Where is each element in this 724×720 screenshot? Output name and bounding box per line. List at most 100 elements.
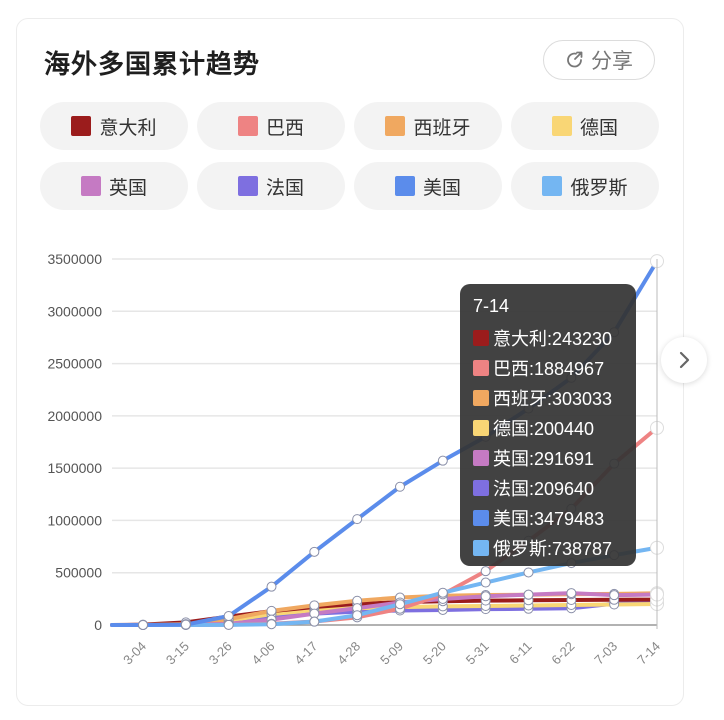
tooltip-row: 俄罗斯:738787 (473, 533, 636, 563)
data-point[interactable] (352, 514, 363, 525)
data-point[interactable] (395, 481, 405, 492)
data-point[interactable] (266, 581, 277, 592)
y-tick-label: 1500000 (47, 460, 102, 476)
tooltip-value: 巴西:1884967 (493, 359, 605, 379)
share-button[interactable]: 分享 (543, 40, 655, 80)
legend-label: 法国 (265, 176, 304, 199)
tooltip-swatch (473, 510, 489, 526)
y-tick-label: 3500000 (47, 251, 102, 267)
legend-label: 巴西 (265, 116, 304, 139)
tooltip-swatch (473, 330, 489, 346)
legend-item-russia[interactable]: 俄罗斯 (511, 162, 659, 210)
y-tick-label: 3000000 (47, 303, 102, 319)
legend-item-uk[interactable]: 英国 (40, 162, 188, 210)
data-point[interactable] (480, 577, 491, 588)
page-title: 海外多国累计趋势 (44, 50, 261, 80)
x-tick-label: 3-04 (120, 639, 149, 668)
tooltip-swatch (473, 540, 489, 556)
legend-swatch (80, 176, 101, 196)
x-tick-label: 7-14 (634, 639, 663, 668)
tooltip-value: 西班牙:303033 (493, 389, 613, 409)
x-tick-label: 4-28 (334, 639, 363, 668)
x-tick-label: 5-20 (420, 639, 449, 668)
data-point[interactable] (437, 455, 448, 466)
tooltip-value: 法国:209640 (493, 479, 595, 499)
tooltip-row: 英国:291691 (473, 443, 636, 473)
tooltip-value: 美国:3479483 (493, 509, 605, 529)
legend-item-spain[interactable]: 西班牙 (354, 102, 502, 150)
x-tick-label: 4-17 (291, 639, 320, 668)
legend-swatch (385, 116, 406, 136)
legend-label: 德国 (579, 116, 618, 139)
data-point[interactable] (395, 599, 405, 610)
data-point[interactable] (266, 619, 277, 630)
chart-tooltip: 7-14 意大利:243230 巴西:1884967 西班牙:303033 德国… (460, 284, 636, 566)
data-point[interactable] (566, 588, 577, 599)
legend-swatch (237, 116, 258, 136)
data-point[interactable] (309, 616, 320, 627)
tooltip-row: 西班牙:303033 (473, 383, 636, 413)
tooltip-row: 法国:209640 (473, 473, 636, 503)
y-tick-label: 1000000 (47, 512, 102, 528)
data-point[interactable] (223, 611, 234, 622)
x-tick-label: 7-03 (591, 639, 620, 668)
legend-label: 英国 (108, 176, 147, 199)
data-point[interactable] (138, 619, 148, 630)
legend-swatch (71, 116, 92, 136)
legend-label: 俄罗斯 (570, 176, 628, 199)
legend-label: 意大利 (99, 116, 157, 139)
legend-item-italy[interactable]: 意大利 (40, 102, 188, 150)
data-point[interactable] (609, 590, 620, 601)
tooltip-value: 意大利:243230 (493, 329, 613, 349)
tooltip-swatch (473, 420, 489, 436)
tooltip-row: 美国:3479483 (473, 503, 636, 533)
legend-item-usa[interactable]: 美国 (354, 162, 502, 210)
data-point[interactable] (180, 619, 191, 630)
data-point[interactable] (309, 600, 320, 611)
legend-item-germany[interactable]: 德国 (511, 102, 659, 150)
legend-item-brazil[interactable]: 巴西 (197, 102, 345, 150)
tooltip-value: 德国:200440 (493, 419, 595, 439)
share-label: 分享 (591, 49, 633, 73)
data-point[interactable] (309, 546, 320, 557)
x-tick-label: 3-26 (206, 639, 235, 668)
tooltip-value: 英国:291691 (493, 449, 595, 469)
data-point[interactable] (480, 566, 491, 577)
legend: 意大利 巴西 西班牙 德国 英国 法国 美国 俄罗斯 (40, 102, 659, 210)
data-point[interactable] (223, 619, 234, 630)
tooltip-date: 7-14 (473, 296, 510, 316)
tooltip-row: 德国:200440 (473, 413, 636, 443)
tooltip-swatch (473, 390, 489, 406)
data-point[interactable] (437, 587, 448, 598)
tooltip-row: 巴西:1884967 (473, 353, 636, 383)
data-point[interactable] (352, 610, 363, 621)
tooltip-swatch (473, 480, 489, 496)
chevron-right-icon (679, 351, 690, 369)
x-tick-label: 6-11 (506, 639, 534, 667)
tooltip-swatch (473, 450, 489, 466)
legend-swatch (237, 176, 258, 196)
data-point[interactable] (523, 567, 534, 578)
tooltip-swatch (473, 360, 489, 376)
x-tick-label: 3-15 (163, 639, 192, 668)
x-tick-label: 6-22 (548, 639, 577, 668)
y-tick-label: 2500000 (47, 356, 102, 372)
x-tick-label: 5-09 (377, 639, 406, 668)
y-tick-label: 500000 (55, 565, 102, 581)
data-point[interactable] (480, 591, 491, 602)
legend-swatch (394, 176, 415, 196)
x-tick-label: 5-31 (463, 639, 492, 668)
legend-item-france[interactable]: 法国 (197, 162, 345, 210)
x-tick-label: 4-06 (249, 639, 278, 668)
y-tick-label: 2000000 (47, 408, 102, 424)
tooltip-value: 俄罗斯:738787 (493, 539, 613, 559)
tooltip-row: 意大利:243230 (473, 323, 636, 353)
data-point[interactable] (266, 605, 277, 616)
next-chart-button[interactable] (661, 337, 707, 383)
legend-swatch (542, 176, 563, 196)
legend-label: 西班牙 (413, 116, 471, 139)
share-icon (567, 51, 583, 68)
legend-label: 美国 (422, 176, 461, 199)
data-point[interactable] (523, 589, 534, 600)
